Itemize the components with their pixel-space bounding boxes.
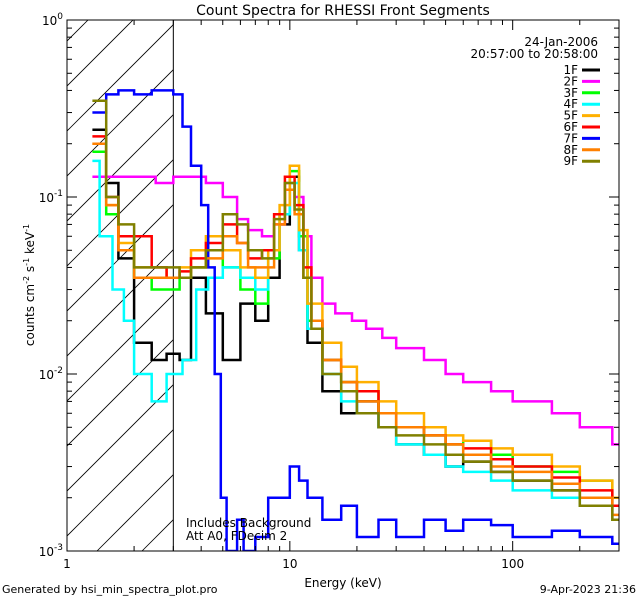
annotation-background: Includes Background — [186, 516, 311, 530]
series-line-2F — [92, 175, 619, 446]
hatch-line — [67, 69, 174, 177]
series-line-3F — [92, 150, 619, 499]
footer-timestamp: 9-Apr-2023 21:36 — [540, 583, 636, 596]
x-tick-label: 100 — [501, 557, 524, 571]
legend-label-5F: 5F — [563, 109, 578, 123]
plot-frame — [66, 19, 620, 552]
x-tick-label: 10 — [282, 557, 297, 571]
y-axis-label: counts cm-2 s-1 keV-1 — [22, 224, 37, 346]
legend-label-6F: 6F — [563, 120, 578, 134]
legend-label-8F: 8F — [563, 143, 578, 157]
hatch-line — [67, 114, 174, 222]
chart-title: Count Spectra for RHESSI Front Segments — [196, 3, 490, 19]
legend-label-3F: 3F — [563, 86, 578, 100]
legend-label-9F: 9F — [563, 154, 578, 168]
legend-label-1F: 1F — [563, 63, 578, 77]
footer-generator: Generated by hsi_min_spectra_plot.pro — [2, 583, 218, 596]
series-layer — [92, 89, 619, 551]
hatch-line — [67, 249, 174, 357]
hatch-line — [0, 0, 112, 551]
axis-tick-labels: 1 10 100 10-3 10-2 10-1 100 — [39, 12, 524, 571]
y-tick-label: 10-1 — [39, 189, 63, 205]
x-tick-label: 1 — [63, 557, 71, 571]
hatch-line — [67, 20, 134, 87]
series-line-9F — [92, 99, 619, 522]
x-axis-label: Energy (keV) — [304, 576, 381, 590]
hatch-line — [67, 429, 174, 537]
annotation-attenuator: Att A0, FDecim 2 — [186, 529, 287, 543]
hatch-lines — [0, 0, 174, 551]
y-tick-label: 10-3 — [39, 543, 63, 559]
axis-ticks — [66, 19, 620, 552]
y-tick-label: 100 — [42, 12, 63, 28]
hatch-line — [67, 159, 174, 267]
hatch-line — [67, 24, 174, 132]
series-line-7F — [92, 89, 619, 551]
hatch-line — [67, 384, 174, 492]
legend-label-4F: 4F — [563, 97, 578, 111]
hatched-region — [0, 0, 174, 551]
legend-label-7F: 7F — [563, 131, 578, 145]
hatch-line — [67, 294, 174, 402]
series-line-8F — [92, 142, 619, 517]
hatch-line — [67, 339, 174, 447]
time-range-label: 20:57:00 to 20:58:00 — [471, 47, 598, 61]
date-label: 24-Jan-2006 — [524, 35, 598, 49]
legend-label-2F: 2F — [563, 74, 578, 88]
series-line-1F — [92, 128, 619, 522]
y-tick-label: 10-2 — [39, 366, 63, 382]
